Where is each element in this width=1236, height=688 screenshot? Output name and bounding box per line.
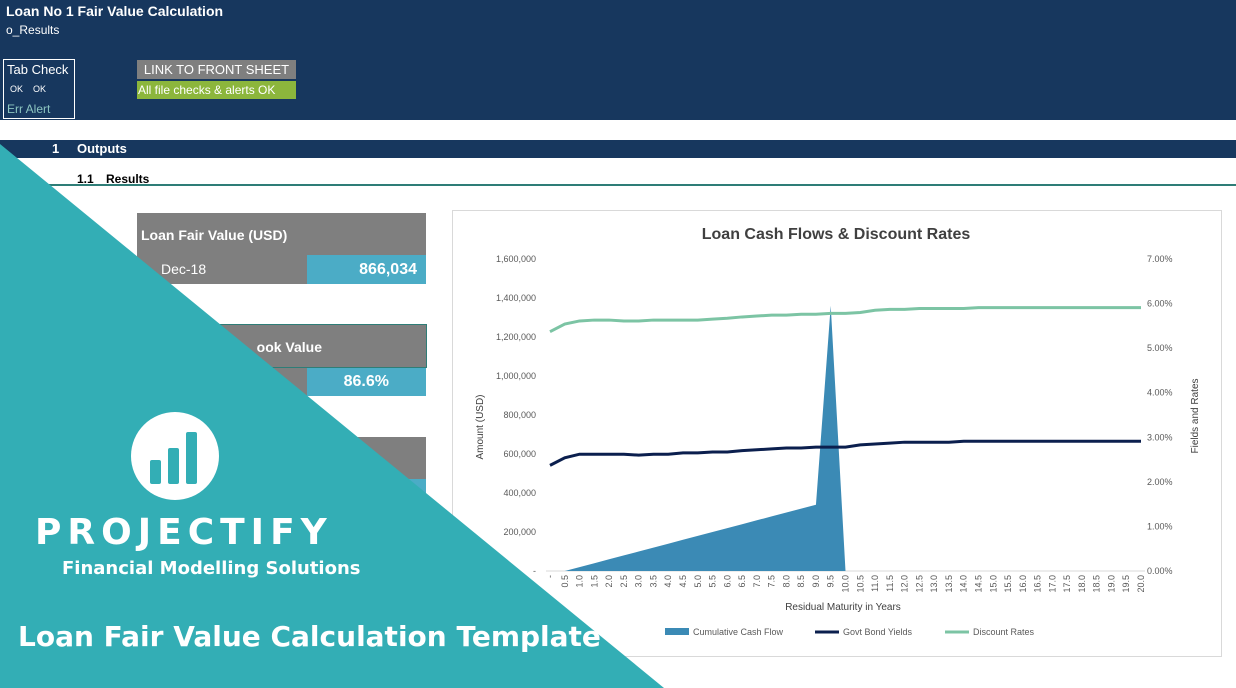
series-line-govt-bond-yields (549, 439, 1141, 467)
series-area-cumulative-cash-flow (550, 305, 846, 571)
x-tick-label: 16.0 (1018, 575, 1028, 593)
x-tick-label: 6.0 (722, 575, 732, 588)
x-tick-label: 1.5 (589, 575, 599, 588)
x-tick-label: - (545, 575, 555, 578)
fair-value-card-date: Dec-18 (137, 255, 307, 284)
x-tick-label: 7.5 (767, 575, 777, 588)
x-tick-label: 5.5 (708, 575, 718, 588)
brand-tagline: Financial Modelling Solutions (62, 558, 361, 579)
y-axis-label: Amount (USD) (475, 394, 486, 459)
x-tick-label: 12.5 (914, 575, 924, 593)
x-axis-label: Residual Maturity in Years (785, 602, 901, 613)
checks-status-badge: All file checks & alerts OK (137, 81, 296, 99)
y-tick-label: 1,400,000 (496, 293, 536, 303)
x-tick-label: 11.0 (870, 575, 880, 592)
section-title: Outputs (77, 141, 127, 156)
series-line-discount-rates (549, 306, 1141, 333)
x-tick-label: 19.5 (1121, 575, 1131, 593)
y2-tick-label: 4.00% (1147, 388, 1173, 398)
section-divider (0, 184, 1236, 186)
tab-check-box: Tab Check OK OK Err Alert (3, 59, 75, 119)
x-tick-label: 14.5 (973, 575, 983, 593)
legend-label: Govt Bond Yields (843, 627, 913, 637)
x-tick-label: 4.0 (663, 575, 673, 588)
brand-name: PROJECTIFY (35, 512, 333, 553)
x-tick-label: 9.5 (826, 575, 836, 588)
x-tick-label: 18.5 (1092, 575, 1102, 593)
x-tick-label: 13.0 (929, 575, 939, 593)
y2-tick-label: 5.00% (1147, 343, 1173, 353)
x-tick-label: 14.0 (959, 575, 969, 593)
y2-axis-label: Fields and Rates (1190, 378, 1201, 453)
cash-flow-chart: Loan Cash Flows & Discount Rates Amount … (475, 226, 1201, 637)
x-tick-label: 0.5 (560, 575, 570, 588)
y-tick-label: 1,200,000 (496, 332, 536, 342)
legend-swatch (665, 628, 689, 635)
tab-check-ok-1: OK (10, 84, 24, 94)
book-value-card-label (137, 368, 307, 396)
y2-tick-label: 6.00% (1147, 299, 1173, 309)
x-tick-label: 2.0 (604, 575, 614, 588)
x-tick-label: 5.0 (693, 575, 703, 588)
x-tick-label: 16.5 (1033, 575, 1043, 593)
x-tick-label: 17.5 (1062, 575, 1072, 593)
y-tick-label: 1,000,000 (496, 371, 536, 381)
fair-value-card-title: Loan Fair Value (USD) (137, 213, 426, 255)
x-tick-label: 18.0 (1077, 575, 1087, 593)
x-tick-label: 7.0 (752, 575, 762, 588)
fair-value-card-value: 866,034 (307, 255, 426, 284)
link-to-front-sheet-button[interactable]: LINK TO FRONT SHEET (137, 60, 296, 79)
x-tick-label: 8.5 (796, 575, 806, 588)
chart-container[interactable]: Loan Cash Flows & Discount Rates Amount … (452, 210, 1222, 657)
book-value-card-value: 86.6% (307, 368, 426, 396)
y-tick-label: 400,000 (503, 488, 536, 498)
book-value-card-title[interactable]: ook Value (136, 324, 427, 368)
x-tick-label: 4.5 (678, 575, 688, 588)
tab-check-label: Tab Check (7, 62, 69, 77)
x-tick-label: 6.5 (737, 575, 747, 588)
x-tick-label: 11.5 (885, 575, 895, 592)
x-tick-label: 10.5 (855, 575, 865, 593)
x-tick-label: 19.0 (1106, 575, 1116, 593)
y-tick-label: 200,000 (503, 527, 536, 537)
y-tick-label: 800,000 (503, 410, 536, 420)
err-alert-label: Err Alert (7, 102, 51, 116)
third-card-value (307, 479, 426, 499)
y2-tick-label: 2.00% (1147, 477, 1173, 487)
x-tick-label: 15.0 (988, 575, 998, 593)
bar-chart-icon (131, 412, 219, 500)
legend-label: Discount Rates (973, 627, 1035, 637)
section-number: 1 (52, 141, 60, 156)
y2-tick-label: 0.00% (1147, 566, 1173, 576)
plot-area: - 200,000 400,000 600,000 800,000 1,000,000 1,… (496, 254, 1173, 593)
y-tick-label: - (533, 566, 536, 576)
x-tick-label: 15.5 (1003, 575, 1013, 593)
tab-check-ok-2: OK (33, 84, 47, 94)
template-title: Loan Fair Value Calculation Template (18, 620, 601, 653)
x-tick-label: 3.5 (648, 575, 658, 588)
x-tick-label: 9.0 (811, 575, 821, 588)
x-tick-label: 12.0 (900, 575, 910, 593)
section-header: 1 Outputs (0, 140, 1236, 158)
x-tick-label: 2.5 (619, 575, 629, 588)
legend-label: Cumulative Cash Flow (693, 627, 784, 637)
y-tick-label: 1,600,000 (496, 254, 536, 264)
x-tick-label: 20.0 (1136, 575, 1146, 593)
x-tick-label: 1.0 (575, 575, 585, 588)
y2-tick-label: 1.00% (1147, 521, 1173, 531)
x-tick-label: 13.5 (944, 575, 954, 593)
header-band: Loan No 1 Fair Value Calculation o_Resul… (0, 0, 1236, 120)
x-tick-label: 17.0 (1047, 575, 1057, 593)
page-title: Loan No 1 Fair Value Calculation (6, 3, 224, 19)
chart-title: Loan Cash Flows & Discount Rates (702, 226, 971, 243)
y2-tick-label: 3.00% (1147, 432, 1173, 442)
x-tick-label: 8.0 (781, 575, 791, 588)
x-tick-label: 10.0 (841, 575, 851, 593)
chart-legend: Cumulative Cash Flow Govt Bond Yields Disc… (665, 627, 1035, 637)
sheet-name: o_Results (6, 23, 60, 37)
y2-tick-label: 7.00% (1147, 254, 1173, 264)
y-tick-label: 600,000 (503, 449, 536, 459)
x-tick-label: 3.0 (634, 575, 644, 588)
